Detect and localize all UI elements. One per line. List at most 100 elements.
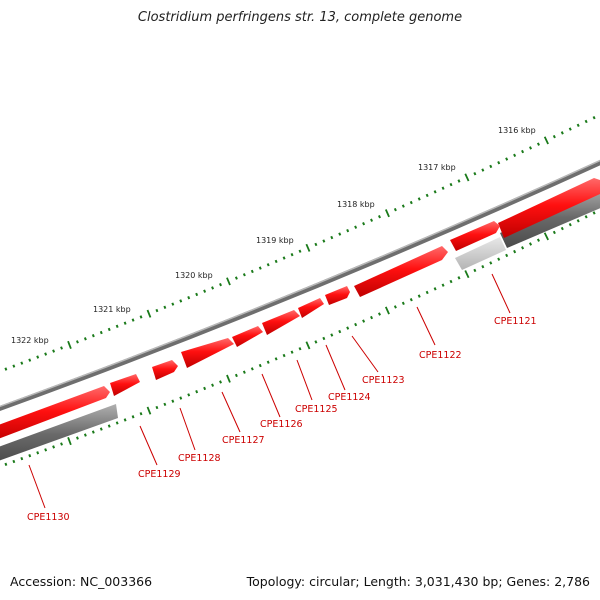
kbp-label-1321: 1321 kbp (93, 305, 131, 314)
inner-tick (266, 360, 270, 364)
outer-tick (576, 123, 580, 127)
outer-tick (107, 327, 111, 332)
outer-tick (131, 318, 135, 322)
outer-tick (179, 299, 183, 303)
inner-tick (91, 430, 95, 434)
inner-tick (107, 424, 111, 428)
outer-tick (163, 305, 167, 310)
outer-tick (146, 309, 152, 318)
inner-tick (384, 306, 390, 315)
outer-tick (274, 259, 278, 264)
inner-tick (568, 222, 572, 227)
inner-tick (139, 412, 143, 416)
inner-tick (338, 329, 342, 334)
outer-tick (592, 115, 596, 120)
outer-tick (536, 142, 540, 146)
inner-tick (211, 383, 215, 387)
inner-tick (505, 253, 509, 258)
outer-tick (60, 346, 63, 350)
gene-cpe1123-arrow (325, 286, 350, 305)
accession-text: Accession: NC_003366 (10, 574, 153, 589)
inner-tick (314, 340, 318, 344)
outer-tick (314, 242, 318, 247)
outer-tick (425, 193, 429, 198)
inner-tick (146, 406, 152, 415)
outer-tick (513, 153, 517, 158)
outer-tick (346, 228, 350, 233)
outer-tick (552, 134, 556, 139)
outer-tick (28, 358, 32, 362)
outer-tick-track (4, 115, 596, 371)
inner-tick (195, 389, 199, 394)
gene-cpe1121-arrow (450, 221, 500, 251)
gene-cpe1127-arrow (181, 338, 234, 368)
inner-tick (529, 242, 533, 246)
gene-cpe1124-arrow (298, 298, 324, 318)
inner-tick (258, 363, 262, 368)
outer-tick (393, 207, 397, 212)
outer-tick (219, 282, 222, 287)
reverse-gene-left (0, 404, 118, 461)
outer-tick (543, 136, 549, 145)
inner-tick (187, 393, 191, 397)
inner-tick (513, 249, 517, 254)
genome-stats-text: Topology: circular; Length: 3,031,430 bp… (246, 574, 590, 589)
inner-tick (433, 287, 437, 291)
gene-label-cpe1125: CPE1125 (295, 404, 338, 415)
outer-tick (330, 235, 334, 240)
inner-tick (576, 219, 580, 223)
outer-tick (83, 337, 87, 341)
outer-tick (409, 200, 413, 205)
outer-tick (139, 315, 143, 319)
inner-tick (60, 442, 63, 446)
inner-tick (234, 373, 238, 378)
outer-tick (258, 266, 262, 270)
gene-label-cpe1127: CPE1127 (222, 435, 265, 446)
inner-tick (76, 436, 79, 440)
inner-tick (584, 215, 588, 219)
outer-tick (489, 164, 493, 169)
outer-tick (481, 168, 485, 172)
gene-label-cpe1123: CPE1123 (362, 375, 405, 386)
inner-tick (20, 456, 24, 461)
outer-tick (234, 276, 238, 280)
outer-tick (211, 286, 215, 290)
gene-label-cpe1124: CPE1124 (328, 392, 371, 403)
leader-cpe1124 (325, 344, 346, 391)
outer-tick (99, 330, 103, 335)
inner-tick (171, 399, 175, 403)
outer-tick (52, 349, 56, 353)
outer-tick (449, 182, 453, 187)
inner-tick (489, 261, 493, 265)
inner-tick (401, 301, 405, 306)
outer-tick (473, 172, 477, 176)
inner-tick (378, 312, 381, 316)
inner-tick (536, 238, 540, 242)
inner-tick (12, 459, 16, 464)
outer-tick (298, 249, 302, 253)
gene-cpe1126-arrow (232, 326, 263, 347)
inner-tick (330, 333, 334, 337)
outer-tick (203, 289, 207, 293)
outer-tick (457, 179, 461, 183)
inner-tick (521, 246, 525, 250)
outer-tick (75, 340, 79, 344)
outer-tick (497, 161, 501, 165)
inner-tick (83, 433, 87, 437)
gene-cpe1128-arrow (152, 360, 178, 380)
leader-cpe1128 (179, 407, 196, 451)
outer-tick (67, 340, 72, 349)
inner-tick (457, 276, 461, 280)
gene-label-cpe1126: CPE1126 (260, 419, 303, 430)
outer-tick (123, 321, 127, 325)
gene-leader-lines (28, 273, 511, 509)
outer-tick (266, 263, 270, 267)
gene-cpe1121-arrow-right (498, 178, 600, 238)
gene-label-cpe1130: CPE1130 (27, 512, 70, 523)
inner-tick (552, 230, 556, 235)
gene-labels: CPE1121 CPE1122 CPE1123 CPE1124 CPE1125 … (27, 316, 537, 523)
inner-tick (226, 374, 231, 383)
inner-tick (543, 232, 549, 241)
kbp-label-1318: 1318 kbp (337, 200, 375, 209)
outer-tick (378, 215, 381, 219)
